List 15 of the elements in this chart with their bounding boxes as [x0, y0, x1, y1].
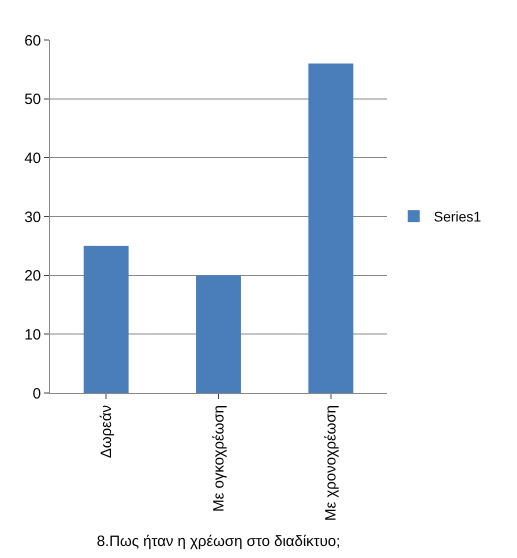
bar [196, 275, 241, 393]
y-tick-label: 30 [24, 208, 41, 226]
bar [308, 64, 354, 393]
x-tick-label: Με ογκοχρέωση [210, 405, 228, 512]
y-tick-label: 0 [32, 385, 41, 402]
x-axis-title: 8.Πως ήταν η χρέωση στο διαδίκτυο; [96, 532, 340, 550]
bar [84, 246, 129, 393]
y-tick-label: 50 [24, 91, 41, 108]
y-tick-label: 40 [24, 150, 41, 167]
y-tick-label: 60 [24, 32, 41, 50]
legend-label: Series1 [434, 208, 482, 225]
y-tick-label: 20 [24, 268, 41, 285]
x-tick-label: Δωρεάν [98, 405, 116, 458]
y-tick-label: 10 [24, 326, 41, 344]
x-tick-label: Με χρονοχρέωση [322, 405, 340, 521]
